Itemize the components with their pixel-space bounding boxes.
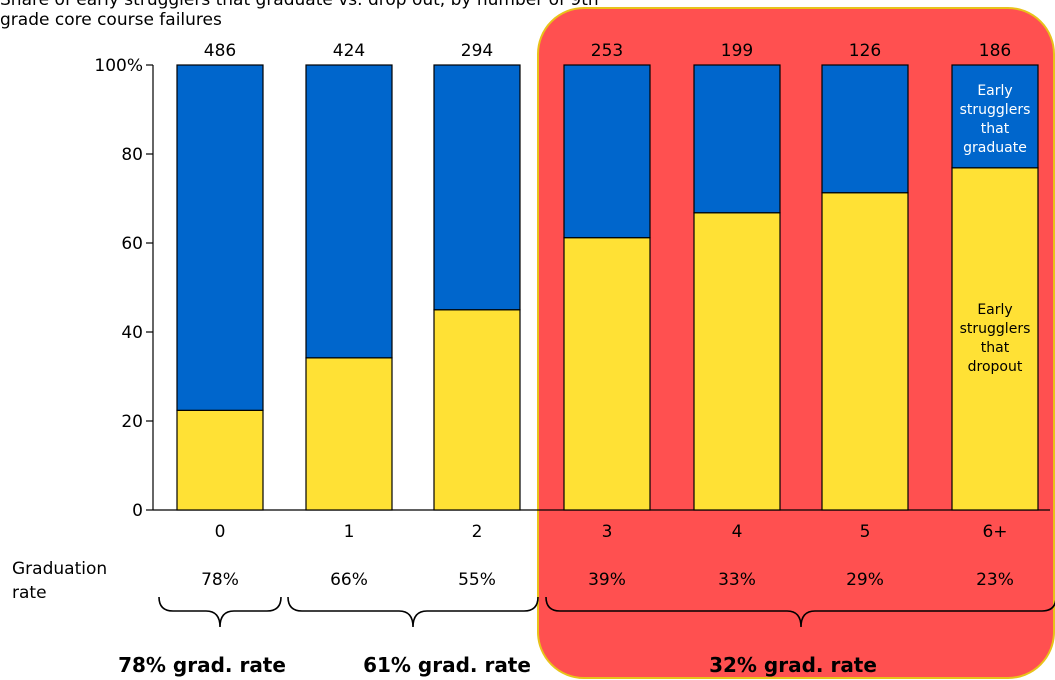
bar-segment-graduate-3	[563, 64, 651, 239]
graduation-rate-2: 55%	[458, 570, 496, 590]
bar-segment-dropout-1	[305, 357, 393, 511]
bar-segment-graduate-6	[951, 64, 1039, 169]
legend-dropout-line: dropout	[968, 359, 1023, 375]
bar-segment-dropout-3	[563, 237, 651, 511]
group-brace-1	[287, 596, 539, 628]
graduation-rate-1: 66%	[330, 570, 368, 590]
group-rate-labels: 78% grad. rate 61% grad. rate 32% grad. ra…	[118, 653, 877, 677]
in-bar-legend: Early strugglers that graduate Early struggle…	[960, 83, 1031, 375]
x-tick-label-6: 6+	[982, 522, 1007, 542]
bar-segment-dropout-6	[951, 167, 1039, 511]
chart-title-line-2: grade core course failures	[0, 10, 222, 30]
x-tick-label-0: 0	[215, 522, 226, 542]
graduation-rate-label-line-1: Graduation	[12, 559, 107, 579]
x-tick-label-4: 4	[732, 522, 743, 542]
bar-segment-dropout-2	[433, 309, 521, 511]
bar-total-3: 253	[591, 41, 623, 61]
bar-segment-dropout-5	[821, 192, 909, 511]
legend-graduate-line: graduate	[963, 140, 1027, 156]
bars-group	[176, 64, 1039, 511]
group-brace-2	[545, 596, 1055, 628]
y-tick-label: 100%	[94, 56, 143, 76]
x-tick-label-5: 5	[860, 522, 871, 542]
chart-title: Share of early strugglers that graduate …	[0, 0, 1055, 30]
legend-dropout-line: that	[981, 340, 1010, 356]
graduation-rate-row: Graduation rate 78% 66% 55% 39% 33% 29% 23%	[12, 559, 1014, 603]
group-label-2: 32% grad. rate	[709, 653, 877, 677]
chart-title-line-1: Share of early strugglers that graduate …	[0, 0, 599, 10]
group-label-0: 78% grad. rate	[118, 653, 286, 677]
bar-total-1: 424	[333, 41, 365, 61]
graduation-rate-label-line-2: rate	[12, 583, 47, 603]
legend-graduate-line: strugglers	[960, 102, 1031, 118]
x-tick-label-2: 2	[472, 522, 483, 542]
y-axis: 0 20 40 60 80 100%	[94, 56, 1050, 521]
bar-total-6: 186	[979, 41, 1011, 61]
bar-total-4: 199	[721, 41, 753, 61]
bar-segment-dropout-4	[693, 212, 781, 511]
bar-segment-graduate-2	[433, 64, 521, 311]
graduation-rate-5: 29%	[846, 570, 884, 590]
group-brace-0	[158, 596, 282, 628]
bar-total-0: 486	[204, 41, 236, 61]
group-label-1: 61% grad. rate	[363, 653, 531, 677]
bar-segment-dropout-0	[176, 409, 264, 511]
bar-total-2: 294	[461, 41, 493, 61]
bar-totals-group: 486 424 294 253 199 126 186	[204, 41, 1011, 61]
graduation-rate-0: 78%	[201, 570, 239, 590]
y-tick-label: 20	[121, 412, 143, 432]
bar-segment-graduate-5	[821, 64, 909, 194]
x-tick-label-3: 3	[602, 522, 613, 542]
legend-dropout-line: Early	[977, 302, 1012, 318]
y-tick-label: 80	[121, 145, 143, 165]
bar-total-5: 126	[849, 41, 881, 61]
bar-segment-graduate-4	[693, 64, 781, 214]
y-tick-label: 60	[121, 234, 143, 254]
group-braces	[158, 596, 1055, 628]
legend-graduate-line: that	[981, 121, 1010, 137]
bar-segment-graduate-1	[305, 64, 393, 359]
x-tick-label-1: 1	[344, 522, 355, 542]
graduation-rate-4: 33%	[718, 570, 756, 590]
graduation-rate-3: 39%	[588, 570, 626, 590]
bar-segment-graduate-0	[176, 64, 264, 411]
x-tick-labels: 0 1 2 3 4 5 6+	[215, 522, 1008, 542]
legend-graduate-line: Early	[977, 83, 1012, 99]
y-tick-label: 0	[132, 501, 143, 521]
graduation-rate-6: 23%	[976, 570, 1014, 590]
legend-dropout-line: strugglers	[960, 321, 1031, 337]
y-tick-label: 40	[121, 323, 143, 343]
